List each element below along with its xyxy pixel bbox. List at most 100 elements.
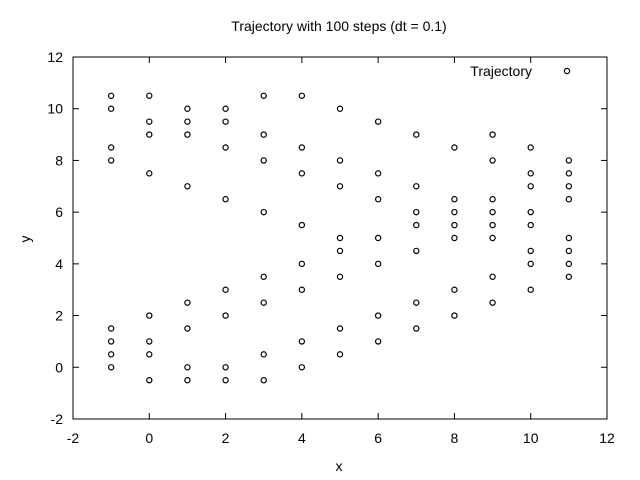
trajectory-point [489, 196, 496, 203]
y-axis-ticks: -2 0 2 4 6 8 10 12 [47, 49, 607, 427]
trajectory-point [146, 131, 153, 138]
x-tick-label: 0 [145, 430, 153, 446]
trajectory-point [565, 170, 573, 177]
trajectory-series [107, 92, 573, 384]
trajectory-point [527, 208, 534, 216]
y-tick-label: 6 [55, 204, 63, 220]
trajectory-point [260, 157, 267, 164]
trajectory-point [146, 377, 153, 384]
trajectory-point [565, 157, 573, 164]
y-tick-label: 0 [55, 359, 63, 375]
trajectory-point [413, 247, 420, 255]
trajectory-point [222, 286, 229, 293]
x-tick-label: 10 [523, 430, 539, 446]
trajectory-point [336, 105, 344, 112]
trajectory-point [489, 299, 496, 306]
trajectory-point [107, 157, 115, 164]
trajectory-point [107, 92, 115, 99]
trajectory-point [222, 312, 229, 319]
y-tick-label: 12 [47, 49, 63, 65]
trajectory-point [336, 234, 344, 242]
legend: Trajectory [470, 63, 571, 79]
y-tick-label: 10 [47, 101, 63, 117]
x-tick-label: 8 [451, 430, 459, 446]
trajectory-point [413, 208, 420, 216]
trajectory-point [527, 247, 534, 255]
trajectory-point [222, 377, 229, 384]
y-tick-label: -2 [51, 411, 64, 427]
trajectory-point [565, 247, 573, 255]
trajectory-point [489, 208, 496, 216]
trajectory-point [107, 144, 115, 151]
trajectory-point [413, 325, 420, 332]
trajectory-point [260, 351, 267, 358]
legend-label: Trajectory [470, 63, 532, 79]
trajectory-point [260, 299, 267, 306]
trajectory-point [374, 312, 382, 319]
trajectory-point [222, 118, 229, 125]
trajectory-point [298, 92, 306, 99]
trajectory-point [374, 338, 382, 345]
trajectory-point [451, 286, 458, 293]
trajectory-point [298, 286, 306, 293]
trajectory-point [298, 364, 306, 371]
trajectory-point [565, 273, 573, 280]
trajectory-point [298, 144, 306, 151]
trajectory-point [451, 208, 458, 216]
trajectory-point [489, 234, 496, 242]
trajectory-point [184, 299, 191, 306]
trajectory-point [336, 351, 344, 358]
trajectory-point [336, 325, 344, 332]
trajectory-point [222, 364, 229, 371]
trajectory-point [451, 234, 458, 242]
x-axis-label: x [336, 458, 343, 474]
trajectory-point [527, 170, 534, 177]
trajectory-point [565, 260, 573, 268]
trajectory-point [451, 196, 458, 203]
trajectory-point [527, 221, 534, 229]
trajectory-point [184, 325, 191, 332]
x-tick-label: 4 [298, 430, 306, 446]
trajectory-point [413, 131, 420, 138]
trajectory-point [260, 92, 267, 99]
trajectory-point [489, 273, 496, 280]
trajectory-point [146, 312, 153, 319]
trajectory-point [527, 286, 534, 293]
trajectory-point [374, 260, 382, 268]
trajectory-point [374, 170, 382, 177]
trajectory-point [107, 105, 115, 112]
trajectory-point [489, 221, 496, 229]
y-tick-label: 2 [55, 308, 63, 324]
trajectory-point [184, 183, 191, 190]
x-tick-label: 6 [374, 430, 382, 446]
plot-frame [72, 56, 608, 420]
y-tick-label: 4 [55, 256, 63, 272]
trajectory-point [374, 196, 382, 203]
plot-axes [72, 56, 608, 420]
trajectory-point [565, 183, 573, 190]
trajectory-point [146, 118, 153, 125]
trajectory-point [298, 260, 306, 268]
y-tick-label: 8 [55, 152, 63, 168]
chart-title: Trajectory with 100 steps (dt = 0.1) [231, 18, 446, 34]
x-axis-ticks: -2 0 2 4 6 8 10 12 [67, 57, 615, 446]
trajectory-point [107, 364, 115, 371]
trajectory-point [184, 377, 191, 384]
trajectory-point [260, 208, 267, 216]
y-axis-label: y [17, 236, 33, 243]
trajectory-point [184, 118, 191, 125]
trajectory-point [451, 221, 458, 229]
trajectory-point [413, 221, 420, 229]
trajectory-point [146, 170, 153, 177]
trajectory-point [451, 144, 458, 151]
trajectory-point [374, 118, 382, 125]
trajectory-point [107, 338, 115, 345]
trajectory-point [222, 144, 229, 151]
trajectory-point [336, 247, 344, 255]
trajectory-point [565, 196, 573, 203]
trajectory-point [222, 196, 229, 203]
trajectory-point [527, 144, 534, 151]
trajectory-point [336, 273, 344, 280]
trajectory-point [107, 325, 115, 332]
